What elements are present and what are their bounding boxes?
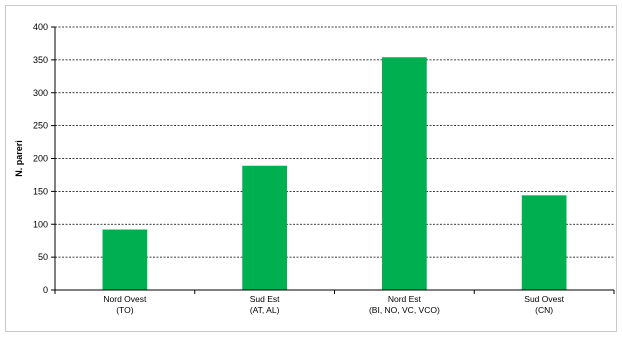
x-tick-label: Nord Ovest [103,294,147,304]
x-tick-label: Sud Est [250,294,280,304]
y-tick-label: 200 [33,154,48,164]
y-tick-label: 350 [33,55,48,65]
y-tick-label: 400 [33,22,48,32]
bars [102,57,567,291]
x-tick-label: (AT, AL) [250,305,280,315]
y-tick-label: 300 [33,88,48,98]
x-tick-label: (CN) [535,305,553,315]
y-axis-ticks: 0 50 100 150 200 250 300 350 400 [33,22,55,295]
bar [382,57,427,291]
y-tick-label: 100 [33,219,48,229]
y-tick-label: 0 [43,285,48,295]
x-tick-label: (BI, NO, VC, VCO) [369,305,440,315]
bar [242,165,287,290]
gridlines [55,26,614,258]
bar [521,195,567,290]
bar [102,229,148,290]
y-axis-title: N. pareri [14,140,24,177]
x-tick-label: (TO) [116,305,133,315]
x-tick-label: Nord Est [388,294,422,304]
y-tick-label: 150 [33,186,48,196]
y-tick-label: 50 [38,252,48,262]
x-tick-label: Sud Ovest [524,294,564,304]
x-axis-labels: Nord Ovest(TO) Sud Est(AT, AL) Nord Est(BI… [54,290,615,315]
y-tick-label: 250 [33,121,48,131]
